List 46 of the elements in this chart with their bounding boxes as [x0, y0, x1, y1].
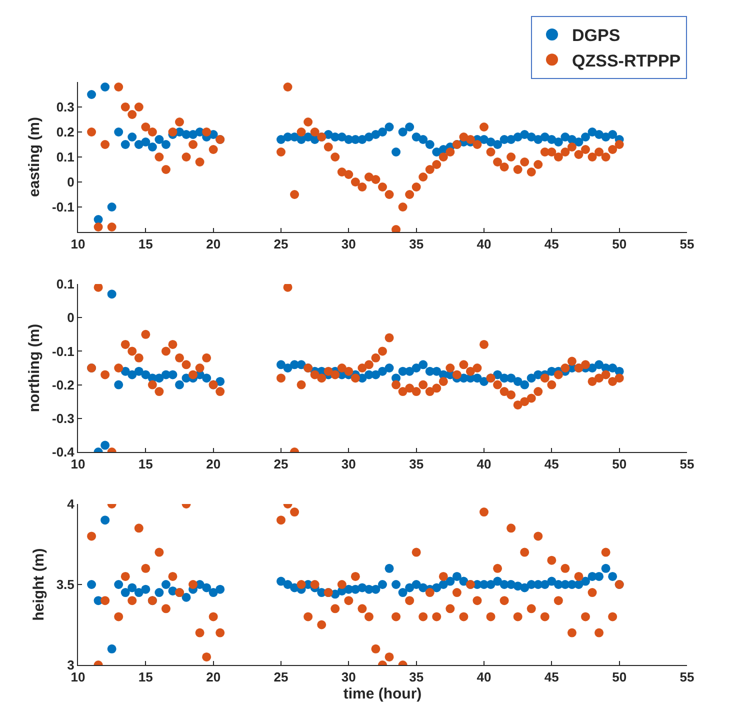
x-tick-label: 30 [341, 670, 356, 685]
x-tick-label: 35 [409, 456, 424, 472]
x-tick-label: 25 [274, 456, 288, 472]
x-tick-label: 40 [476, 670, 492, 685]
y-axis-title: northing (m) [26, 324, 44, 412]
x-tick-label: 45 [544, 236, 559, 252]
y-tick-label: -0.2 [52, 377, 74, 392]
y-tick-label: 0.2 [56, 124, 74, 140]
y-axis-title: height (m) [30, 548, 48, 621]
x-tick-label: 15 [138, 236, 153, 252]
y-tick-label: 3.5 [56, 577, 74, 592]
y-tick-label: 0 [67, 174, 74, 190]
x-tick-label: 10 [70, 236, 86, 252]
legend-label: QZSS-RTPPP [572, 51, 681, 70]
y-tick-label: 0.1 [56, 150, 74, 165]
x-tick-label: 45 [544, 456, 559, 472]
x-tick-label: 35 [409, 236, 424, 252]
x-tick-label: 15 [138, 670, 153, 685]
x-tick-label: 20 [206, 236, 221, 252]
y-tick-label: 0.3 [56, 100, 74, 115]
x-tick-label: 50 [612, 456, 627, 472]
x-tick-label: 55 [680, 456, 694, 472]
x-tick-label: 40 [476, 456, 492, 472]
y-tick-label: -0.1 [52, 344, 74, 359]
x-tick-label: 35 [409, 670, 424, 685]
x-tick-label: 40 [476, 236, 492, 252]
x-tick-label: 55 [680, 236, 694, 252]
x-tick-label: 50 [612, 670, 627, 685]
x-tick-label: 25 [274, 670, 288, 685]
y-tick-label: -0.3 [52, 410, 74, 426]
x-tick-label: 30 [341, 236, 356, 252]
x-tick-label: 20 [206, 670, 221, 685]
x-tick-label: 50 [612, 236, 627, 252]
x-tick-label: 20 [206, 456, 221, 472]
y-tick-label: 0.1 [56, 276, 74, 292]
y-tick-label: 0 [67, 310, 74, 326]
y-tick-label: 4 [67, 496, 76, 512]
x-tick-label: 30 [341, 456, 356, 472]
legend-label: DGPS [572, 26, 620, 46]
x-tick-label: 55 [680, 670, 694, 685]
y-axis-title: easting (m) [26, 116, 44, 198]
x-tick-label: 25 [274, 236, 288, 252]
x-axis-title: time (hour) [343, 686, 422, 703]
x-tick-label: 15 [138, 456, 153, 472]
y-tick-label: -0.1 [52, 200, 74, 215]
x-tick-label: 45 [544, 670, 559, 685]
